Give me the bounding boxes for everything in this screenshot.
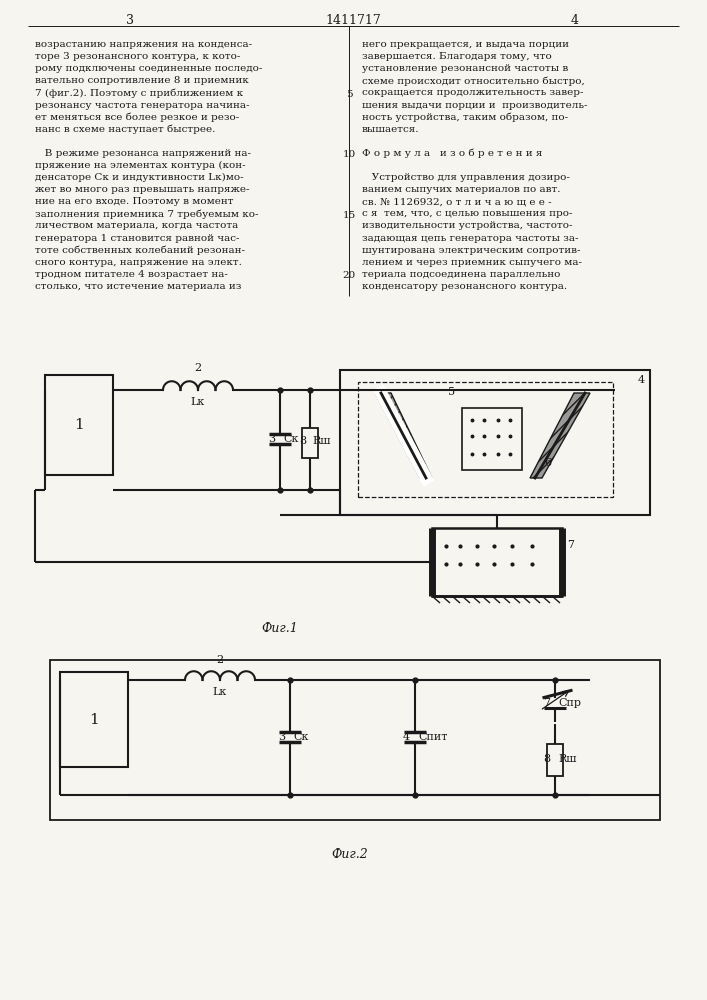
Text: 3: 3 xyxy=(278,732,285,742)
Text: 8: 8 xyxy=(299,436,306,446)
Bar xyxy=(340,370,650,515)
Text: 2: 2 xyxy=(194,363,201,373)
Bar xyxy=(50,660,660,820)
Text: териала подсоединена параллельно: териала подсоединена параллельно xyxy=(362,270,561,279)
Text: Фиг.2: Фиг.2 xyxy=(332,848,368,861)
Text: ность устройства, таким образом, по-: ность устройства, таким образом, по- xyxy=(362,113,568,122)
Text: 1411717: 1411717 xyxy=(325,14,381,27)
Text: Устройство для управления дозиро-: Устройство для управления дозиро- xyxy=(362,173,570,182)
Text: схеме происходит относительно быстро,: схеме происходит относительно быстро, xyxy=(362,76,585,86)
Text: 5: 5 xyxy=(346,90,352,99)
Text: ние на его входе. Поэтому в момент: ние на его входе. Поэтому в момент xyxy=(35,197,233,206)
Text: ет меняться все более резкое и резо-: ет меняться все более резкое и резо- xyxy=(35,113,239,122)
Text: 20: 20 xyxy=(342,271,356,280)
Text: Lк: Lк xyxy=(191,397,205,407)
Text: него прекращается, и выдача порции: него прекращается, и выдача порции xyxy=(362,40,569,49)
Text: 1: 1 xyxy=(74,418,84,432)
Text: 4: 4 xyxy=(638,375,645,385)
Text: 7: 7 xyxy=(543,698,550,708)
Text: 6: 6 xyxy=(544,458,551,468)
Text: денсаторе Ск и индуктивности Lк)мо-: денсаторе Ск и индуктивности Lк)мо- xyxy=(35,173,244,182)
Text: 3: 3 xyxy=(268,434,275,444)
Text: Rш: Rш xyxy=(312,436,330,446)
Text: Lк: Lк xyxy=(213,687,227,697)
Bar xyxy=(45,375,113,475)
Text: 5: 5 xyxy=(448,387,455,397)
Text: шения выдачи порции и  производитель-: шения выдачи порции и производитель- xyxy=(362,101,588,109)
Text: 8: 8 xyxy=(543,754,550,764)
Text: столько, что истечение материала из: столько, что истечение материала из xyxy=(35,282,241,291)
Text: сокращается продолжительность завер-: сокращается продолжительность завер- xyxy=(362,88,583,97)
Text: резонансу частота генератора начина-: резонансу частота генератора начина- xyxy=(35,101,250,109)
Text: 2: 2 xyxy=(216,655,223,665)
Text: 3: 3 xyxy=(126,14,134,27)
Text: Cк: Cк xyxy=(283,434,298,444)
Text: возрастанию напряжения на конденса-: возрастанию напряжения на конденса- xyxy=(35,40,252,49)
Bar xyxy=(432,528,562,596)
Text: торе 3 резонансного контура, к кото-: торе 3 резонансного контура, к кото- xyxy=(35,52,240,61)
Bar xyxy=(547,744,563,776)
Text: личеством материала, когда частота: личеством материала, когда частота xyxy=(35,222,238,231)
Text: ванием сыпучих материалов по авт.: ванием сыпучих материалов по авт. xyxy=(362,185,561,194)
Text: Rш: Rш xyxy=(558,754,576,764)
Text: установление резонансной частоты в: установление резонансной частоты в xyxy=(362,64,568,73)
Bar xyxy=(60,672,128,767)
Text: 4: 4 xyxy=(571,14,579,27)
Text: Фиг.1: Фиг.1 xyxy=(262,622,298,635)
Text: вательно сопротивление 8 и приемник: вательно сопротивление 8 и приемник xyxy=(35,76,249,85)
Text: 10: 10 xyxy=(342,150,356,159)
Text: Ф о р м у л а   и з о б р е т е н и я: Ф о р м у л а и з о б р е т е н и я xyxy=(362,149,542,158)
Text: сного контура, напряжение на элект.: сного контура, напряжение на элект. xyxy=(35,258,242,267)
Polygon shape xyxy=(530,393,590,478)
Polygon shape xyxy=(375,393,432,478)
Text: рому подключены соединенные последо-: рому подключены соединенные последо- xyxy=(35,64,262,73)
Bar xyxy=(358,382,613,497)
Text: вышается.: вышается. xyxy=(362,125,419,134)
Text: тоте собственных колебаний резонан-: тоте собственных колебаний резонан- xyxy=(35,246,245,255)
Text: Cпр: Cпр xyxy=(558,698,581,708)
Bar xyxy=(302,428,318,458)
Bar xyxy=(462,408,522,470)
Text: шунтирована электрическим сопротив-: шунтирована электрическим сопротив- xyxy=(362,246,580,255)
Text: Cк: Cк xyxy=(293,732,308,742)
Text: лением и через приемник сыпучего ма-: лением и через приемник сыпучего ма- xyxy=(362,258,582,267)
Text: жет во много раз превышать напряже-: жет во много раз превышать напряже- xyxy=(35,185,250,194)
Text: В режиме резонанса напряжений на-: В режиме резонанса напряжений на- xyxy=(35,149,251,158)
Text: 15: 15 xyxy=(342,211,356,220)
Text: с я  тем, что, с целью повышения про-: с я тем, что, с целью повышения про- xyxy=(362,209,573,218)
Text: св. № 1126932, о т л и ч а ю щ е е -: св. № 1126932, о т л и ч а ю щ е е - xyxy=(362,197,551,206)
Text: 1: 1 xyxy=(89,712,99,726)
Text: 7 (фиг.2). Поэтому с приближением к: 7 (фиг.2). Поэтому с приближением к xyxy=(35,88,243,98)
Text: 4: 4 xyxy=(403,732,410,742)
Text: генератора 1 становится равной час-: генератора 1 становится равной час- xyxy=(35,234,240,243)
Text: Cпит: Cпит xyxy=(418,732,448,742)
Text: завершается. Благодаря тому, что: завершается. Благодаря тому, что xyxy=(362,52,551,61)
Text: изводительности устройства, частото-: изводительности устройства, частото- xyxy=(362,222,573,231)
Text: конденсатору резонансного контура.: конденсатору резонансного контура. xyxy=(362,282,567,291)
Text: нанс в схеме наступает быстрее.: нанс в схеме наступает быстрее. xyxy=(35,125,216,134)
Text: 7: 7 xyxy=(567,540,574,550)
Text: заполнения приемника 7 требуемым ко-: заполнения приемника 7 требуемым ко- xyxy=(35,209,259,219)
Text: пряжение на элементах контура (кон-: пряжение на элементах контура (кон- xyxy=(35,161,245,170)
Text: задающая цепь генератора частоты за-: задающая цепь генератора частоты за- xyxy=(362,234,578,243)
Text: тродном питателе 4 возрастает на-: тродном питателе 4 возрастает на- xyxy=(35,270,228,279)
